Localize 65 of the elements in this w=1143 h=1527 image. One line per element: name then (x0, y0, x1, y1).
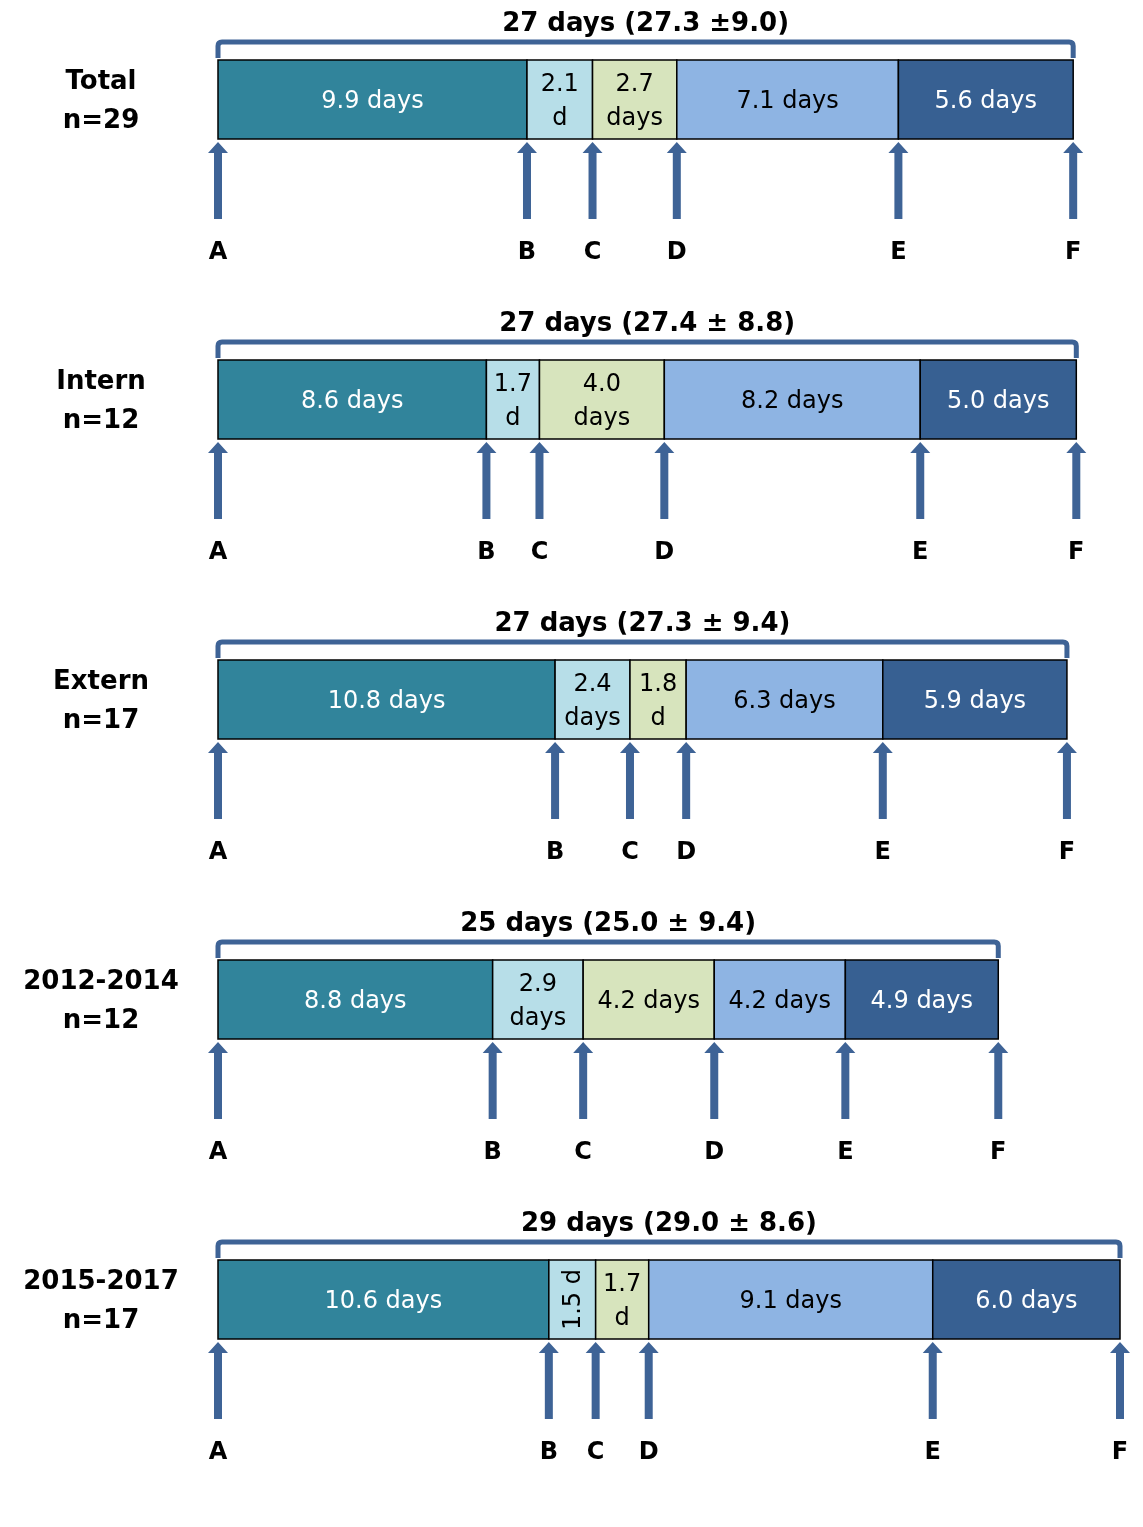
chart-title: 25 days (25.0 ± 9.4) (460, 907, 757, 937)
annotation: F (1111, 1437, 1129, 1465)
data-label: 9.1 days (739, 1285, 842, 1314)
data-label: 5.0 days (947, 385, 1050, 414)
annotation: D (666, 237, 687, 265)
data-label: 2.9 days (509, 968, 567, 1031)
annotation: A (208, 837, 228, 865)
annotation: C (530, 537, 549, 565)
data-label: 10.8 days (327, 685, 446, 714)
data-label: 6.0 days (975, 1285, 1078, 1314)
annotation: F (1064, 237, 1082, 265)
data-label: 9.9 days (321, 85, 424, 114)
annotation: F (1058, 837, 1076, 865)
chart-title: 27 days (27.4 ± 8.8) (499, 307, 796, 337)
annotation: E (874, 837, 891, 865)
data-label: 4.2 days (728, 985, 832, 1014)
annotation: C (586, 1437, 605, 1465)
y-tick-label: 2015-2017 n=17 (23, 1265, 179, 1334)
annotation: A (208, 537, 228, 565)
annotation: A (208, 1437, 228, 1465)
annotation: E (912, 537, 929, 565)
annotation: D (704, 1137, 725, 1165)
y-tick-label: Total n=29 (62, 65, 140, 134)
annotation: D (676, 837, 697, 865)
data-label: 1.7 d (603, 1268, 642, 1331)
data-label: 1.5 d (558, 1268, 587, 1331)
y-tick-label: 2012-2014 n=12 (23, 965, 179, 1034)
chart-title: 27 days (27.3 ±9.0) (502, 7, 790, 37)
annotation: F (1068, 537, 1085, 565)
data-label: 4.2 days (597, 985, 700, 1014)
data-label: 8.6 days (300, 385, 404, 414)
data-label: 10.6 days (324, 1285, 443, 1314)
chart-title: 27 days (27.3 ± 9.4) (494, 607, 791, 637)
annotation: B (517, 237, 537, 265)
data-label: 6.3 days (733, 685, 836, 714)
annotation: D (654, 537, 675, 565)
annotation: B (545, 837, 565, 865)
data-label: 4.0 days (573, 368, 631, 431)
data-label: 8.2 days (741, 385, 844, 414)
data-label: 8.8 days (304, 985, 407, 1014)
data-label: 1.8 d (638, 668, 678, 731)
annotation: E (890, 237, 907, 265)
y-tick-label: Extern n=17 (53, 665, 149, 734)
data-label: 5.6 days (934, 85, 1038, 114)
annotation: A (208, 1137, 228, 1165)
annotation: D (638, 1437, 659, 1465)
y-tick-label: Intern n=12 (56, 365, 146, 434)
annotation: B (477, 537, 496, 565)
annotation: E (924, 1437, 941, 1465)
data-label: 2.7 days (606, 68, 663, 131)
data-label: 5.9 days (923, 685, 1027, 714)
chart-title: 29 days (29.0 ± 8.6) (521, 1207, 817, 1237)
data-label: 2.4 days (564, 668, 621, 731)
annotation: B (539, 1437, 558, 1465)
data-label: 7.1 days (736, 85, 839, 114)
annotation: E (837, 1137, 854, 1165)
data-label: 1.7 d (493, 368, 533, 431)
annotation: A (208, 237, 228, 265)
annotation: C (574, 1137, 592, 1165)
annotation: F (990, 1137, 1007, 1165)
annotation: C (621, 837, 639, 865)
data-label: 4.9 days (870, 985, 974, 1014)
data-label: 2.1 d (540, 68, 579, 131)
annotation: C (583, 237, 602, 265)
annotation: B (483, 1137, 502, 1165)
